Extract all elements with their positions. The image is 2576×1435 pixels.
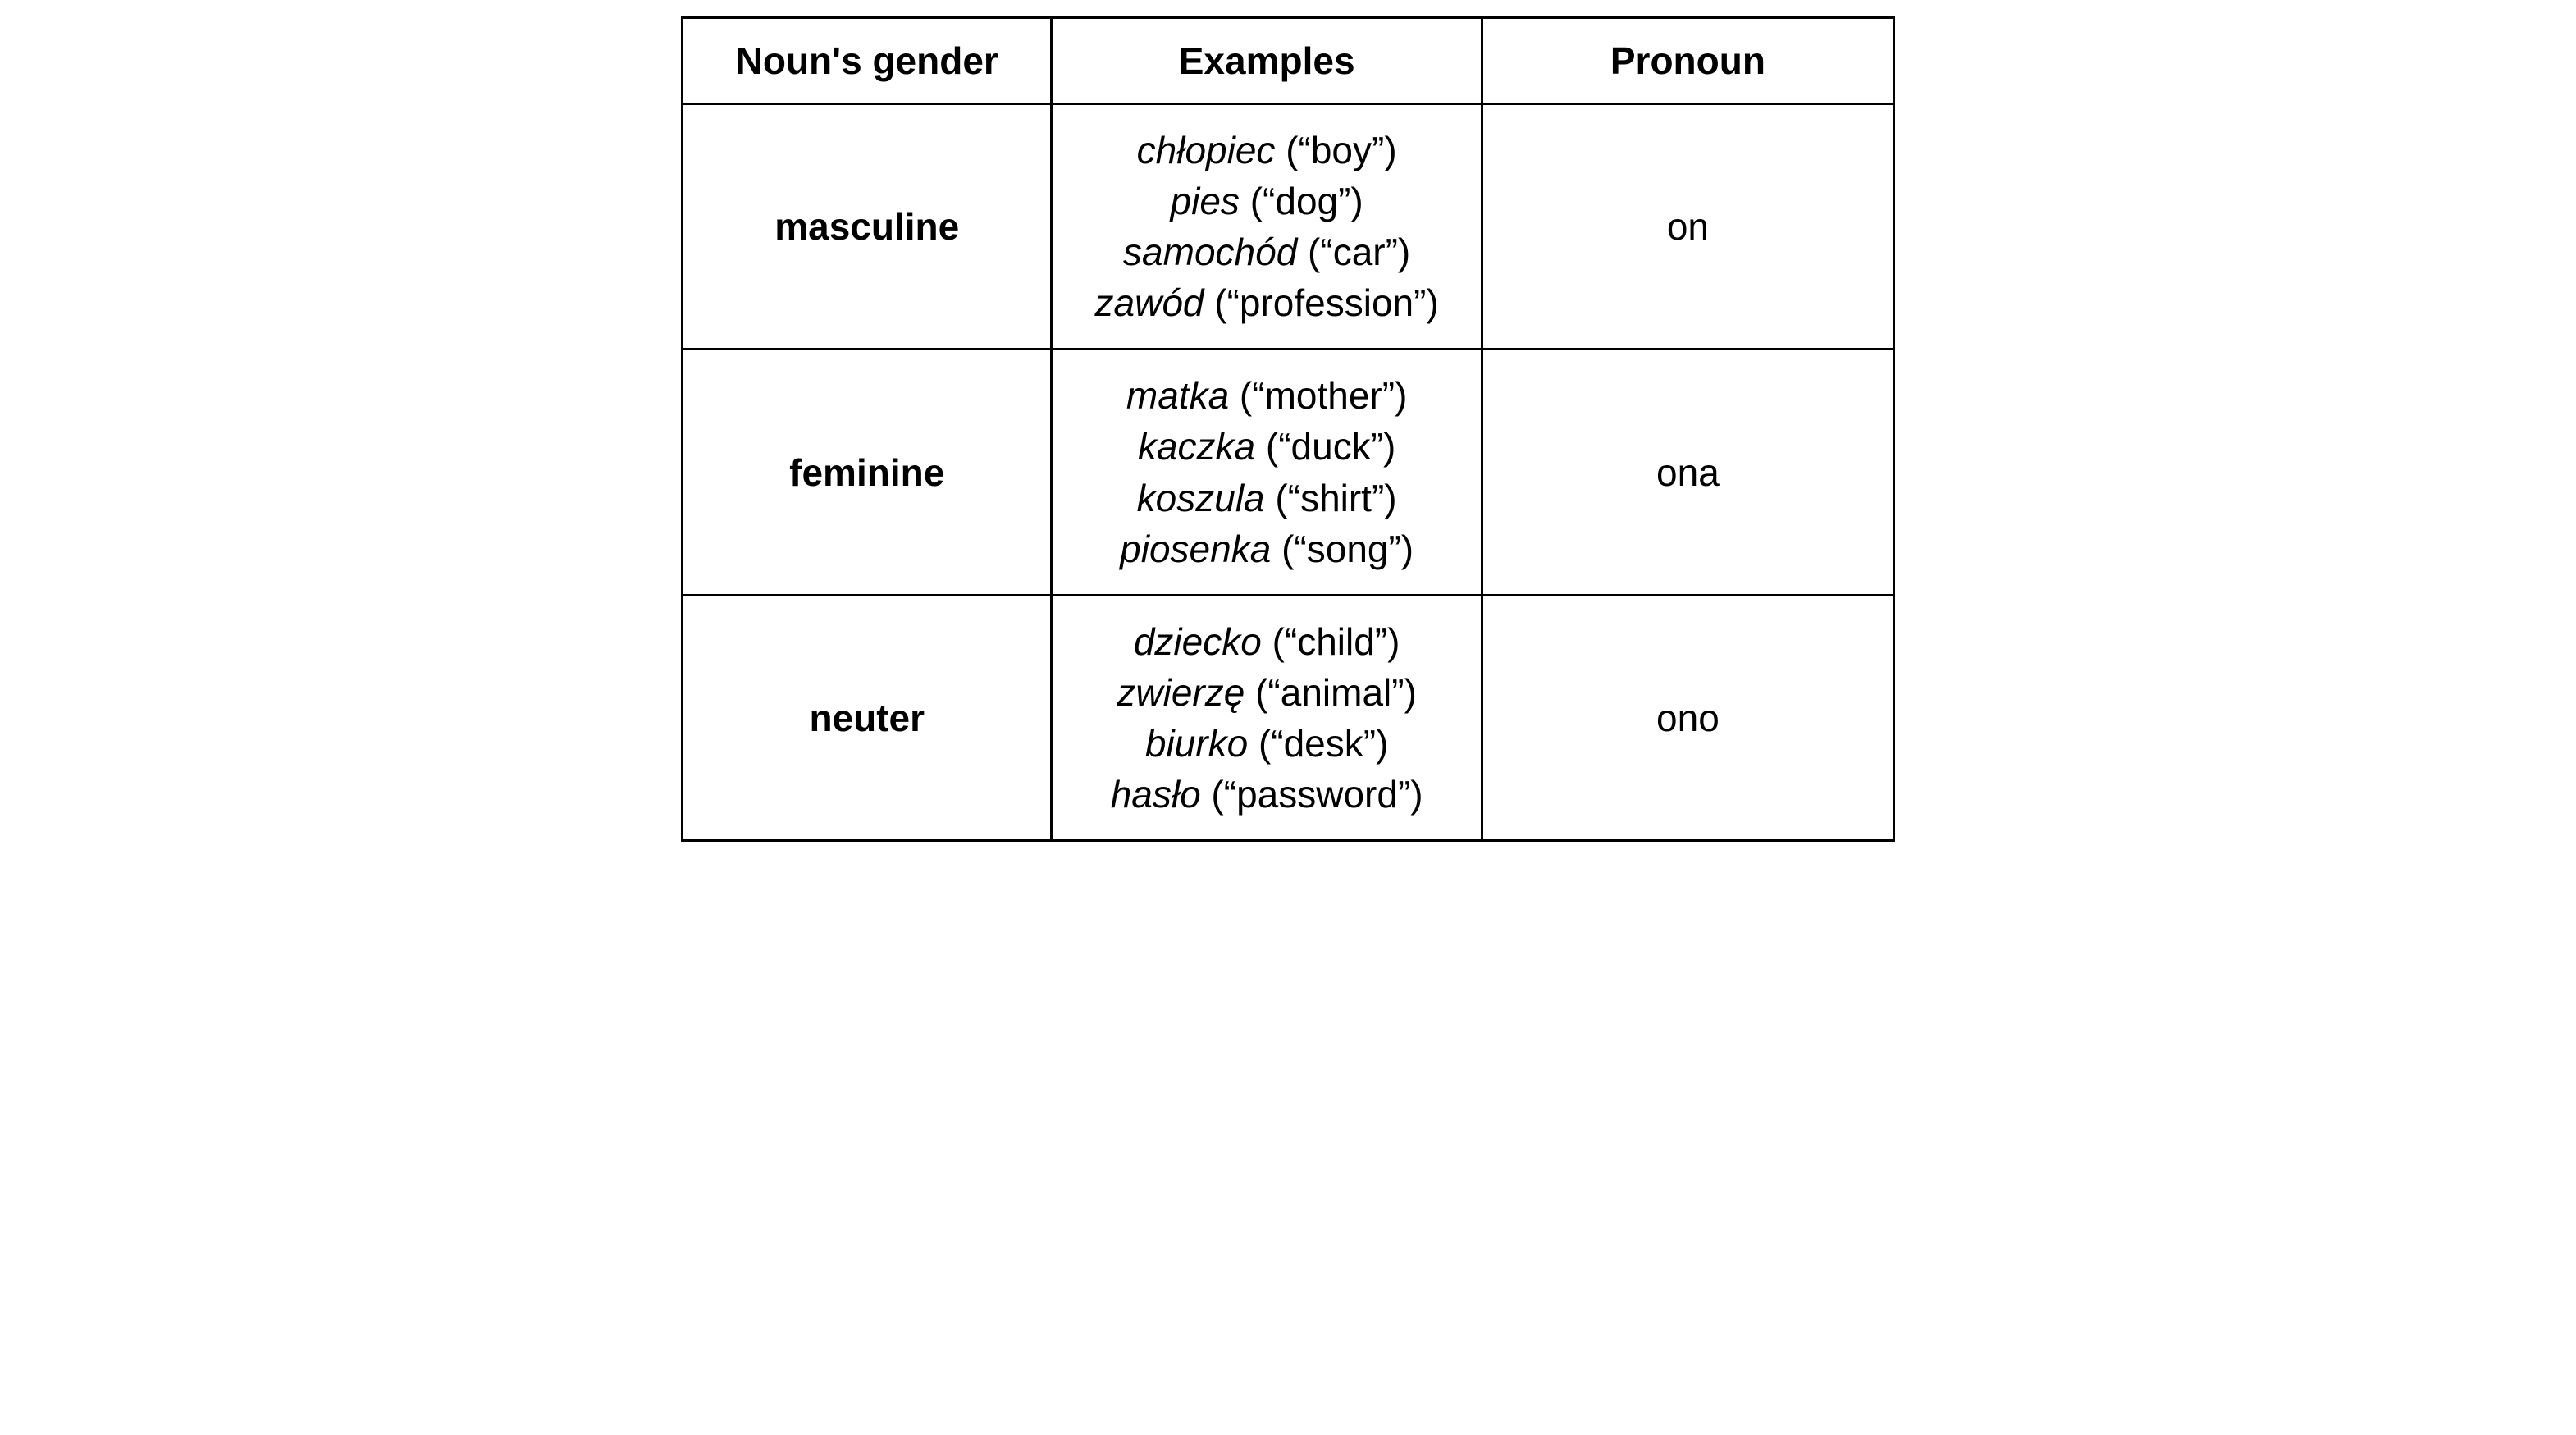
table-row: feminine matka (“mother”) kaczka (“duck”… <box>683 350 1894 595</box>
example-line: zwierzę (“animal”) <box>1069 667 1464 718</box>
header-pronoun: Pronoun <box>1482 18 1893 104</box>
example-english: car <box>1333 231 1386 273</box>
example-english: profession <box>1240 281 1414 324</box>
example-line: kaczka (“duck”) <box>1069 421 1464 472</box>
examples-cell: matka (“mother”) kaczka (“duck”) koszula… <box>1052 350 1482 595</box>
example-polish: chłopiec <box>1137 129 1276 171</box>
example-line: pies (“dog”) <box>1069 176 1464 226</box>
example-english: password <box>1236 773 1398 816</box>
example-polish: zawód <box>1095 281 1204 324</box>
gender-cell: neuter <box>683 595 1052 840</box>
header-gender: Noun's gender <box>683 18 1052 104</box>
examples-cell: dziecko (“child”) zwierzę (“animal”) biu… <box>1052 595 1482 840</box>
example-english: boy <box>1311 129 1372 171</box>
example-polish: zwierzę <box>1117 671 1245 714</box>
example-polish: piosenka <box>1120 528 1271 570</box>
example-line: dziecko (“child”) <box>1069 616 1464 667</box>
example-polish: biurko <box>1145 722 1248 765</box>
table-body: masculine chłopiec (“boy”) pies (“dog”) … <box>683 104 1894 841</box>
example-english: desk <box>1284 722 1363 765</box>
example-line: biurko (“desk”) <box>1069 718 1464 769</box>
example-line: samochód (“car”) <box>1069 226 1464 277</box>
example-english: dog <box>1275 180 1338 222</box>
example-english: song <box>1307 528 1389 570</box>
example-polish: pies <box>1171 180 1240 222</box>
table-header: Noun's gender Examples Pronoun <box>683 18 1894 104</box>
example-polish: samochód <box>1123 231 1297 273</box>
example-line: zawód (“profession”) <box>1069 277 1464 328</box>
table-row: masculine chłopiec (“boy”) pies (“dog”) … <box>683 104 1894 350</box>
gender-cell: masculine <box>683 104 1052 350</box>
example-polish: matka <box>1126 374 1229 417</box>
gender-cell: feminine <box>683 350 1052 595</box>
example-english: shirt <box>1300 477 1372 519</box>
example-english: duck <box>1291 425 1371 468</box>
example-line: matka (“mother”) <box>1069 370 1464 421</box>
example-english: child <box>1297 620 1375 663</box>
table-row: neuter dziecko (“child”) zwierzę (“anima… <box>683 595 1894 840</box>
example-polish: koszula <box>1137 477 1265 519</box>
gender-pronoun-table: Noun's gender Examples Pronoun masculine… <box>681 16 1895 842</box>
pronoun-cell: ona <box>1482 350 1893 595</box>
pronoun-cell: ono <box>1482 595 1893 840</box>
example-english: mother <box>1265 374 1382 417</box>
table-header-row: Noun's gender Examples Pronoun <box>683 18 1894 104</box>
example-english: animal <box>1281 671 1392 714</box>
examples-cell: chłopiec (“boy”) pies (“dog”) samochód (… <box>1052 104 1482 350</box>
example-polish: hasło <box>1111 773 1201 816</box>
header-examples: Examples <box>1052 18 1482 104</box>
example-line: hasło (“password”) <box>1069 769 1464 820</box>
example-line: koszula (“shirt”) <box>1069 473 1464 523</box>
example-line: piosenka (“song”) <box>1069 523 1464 574</box>
pronoun-cell: on <box>1482 104 1893 350</box>
example-polish: dziecko <box>1134 620 1262 663</box>
example-polish: kaczka <box>1138 425 1255 468</box>
example-line: chłopiec (“boy”) <box>1069 125 1464 176</box>
